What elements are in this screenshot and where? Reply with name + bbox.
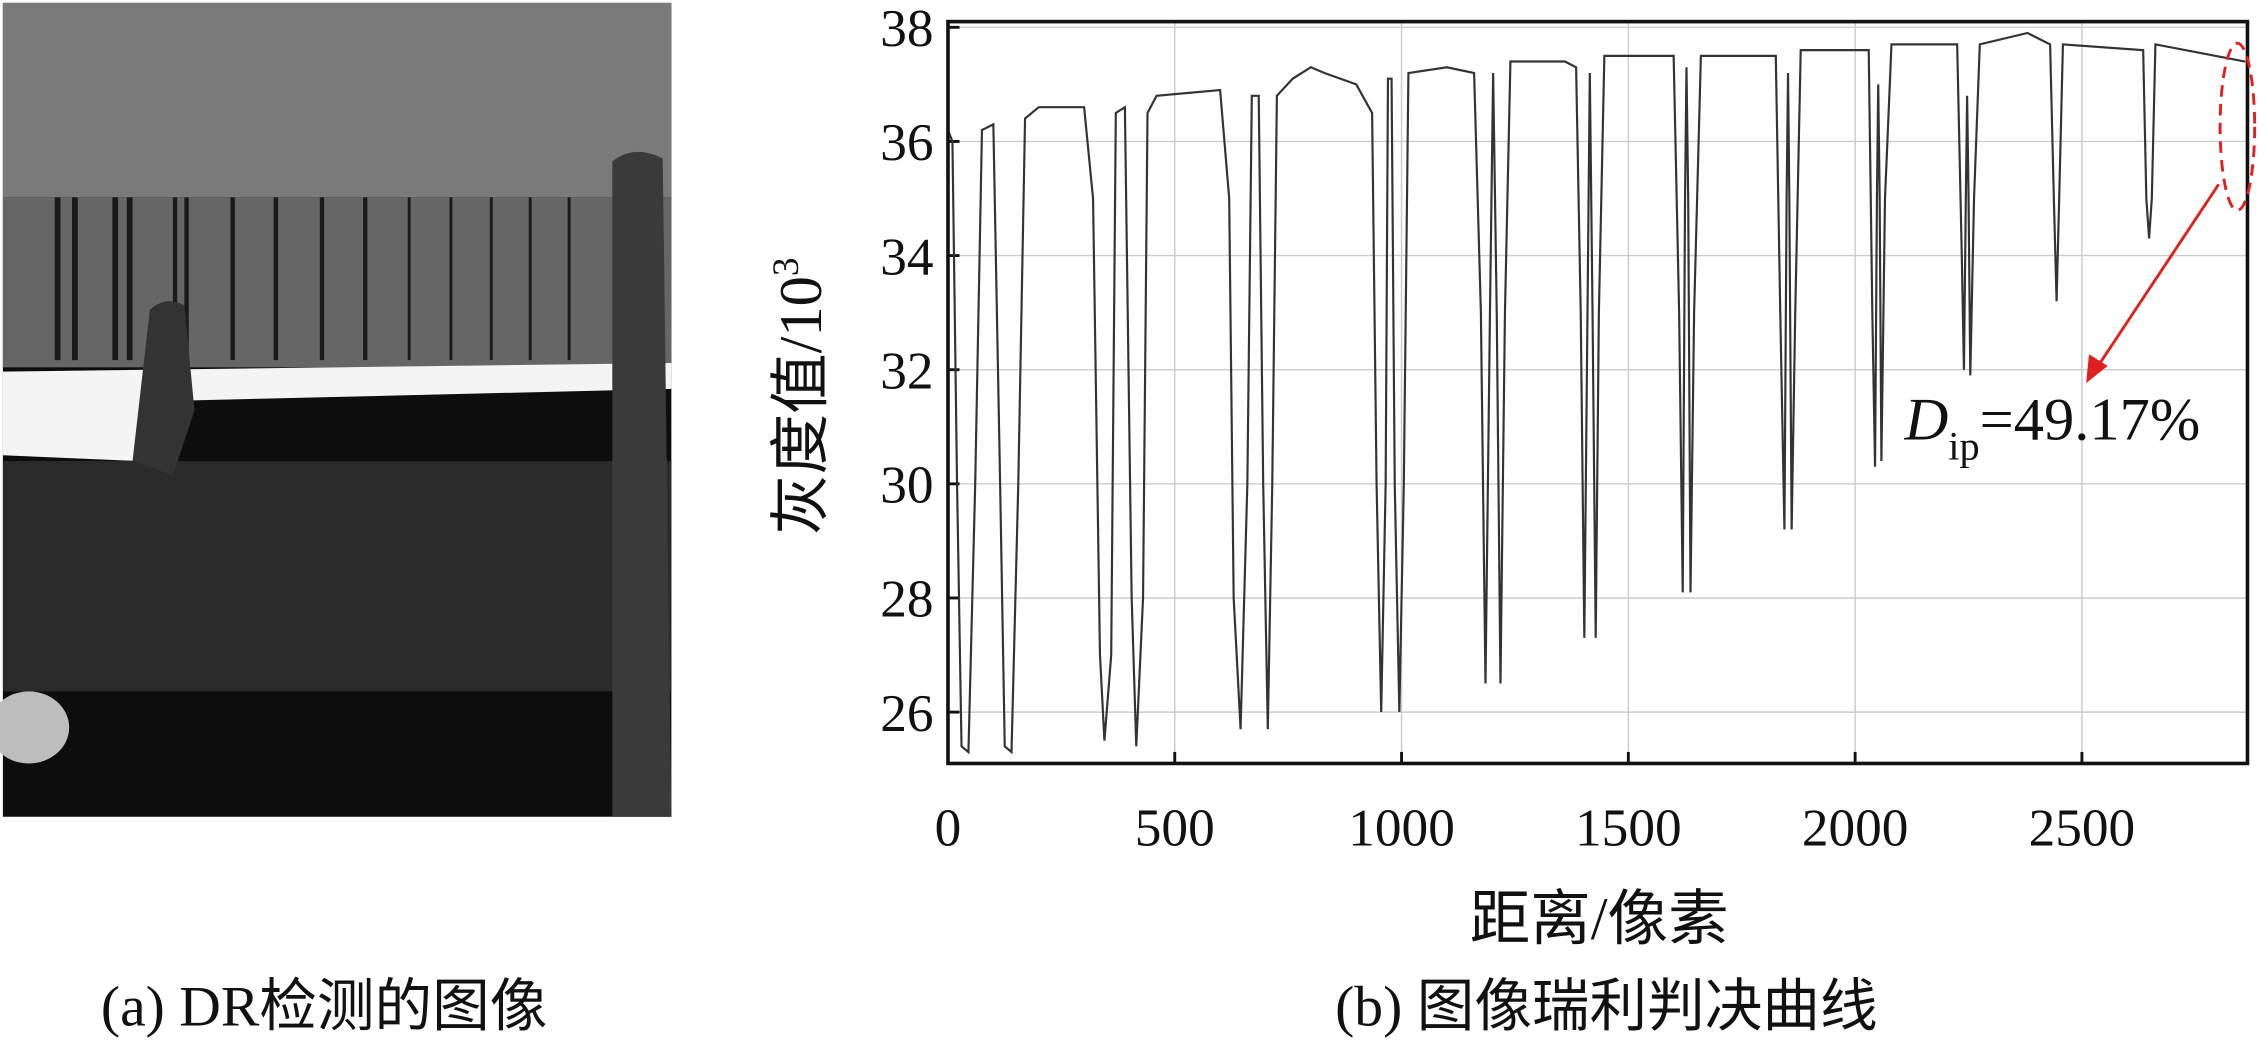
y-tick-label: 28 <box>880 570 933 629</box>
annotation-symbol: D <box>1904 386 1949 453</box>
arrow-head <box>2086 354 2108 384</box>
caption-b: (b) 图像瑞利判决曲线 <box>1335 976 1877 1039</box>
y-tick-label: 32 <box>880 341 933 400</box>
highlight-ellipse <box>2218 41 2257 212</box>
caption-a: (a) DR检测的图像 <box>101 976 547 1039</box>
y-axis-label: 灰度值/103 <box>766 257 835 535</box>
x-tick-label: 2000 <box>1802 799 1909 858</box>
x-tick-label: 2500 <box>2029 799 2136 858</box>
x-tick-label: 0 <box>935 799 962 858</box>
x-axis-label: 距离/像素 <box>1470 886 1729 953</box>
y-label-text: 灰度值/10 <box>768 276 835 535</box>
annotation: Dip=49.17% <box>1904 386 2201 468</box>
annotation-subscript: ip <box>1948 424 1979 469</box>
y-label-sup: 3 <box>766 257 807 276</box>
dr-image <box>0 2 672 817</box>
y-tick-label: 36 <box>880 113 933 172</box>
axes-frame <box>946 19 2250 766</box>
data-line <box>946 31 2246 755</box>
plot: 26 28 30 32 34 36 38 0 500 1000 1500 2000 2500 <box>880 0 2248 858</box>
x-tick-label: 500 <box>1135 799 1215 858</box>
x-tick-label: 1000 <box>1348 799 1455 858</box>
x-tick-label: 1500 <box>1575 799 1682 858</box>
y-tick-label: 30 <box>880 456 933 515</box>
arrow <box>2095 183 2220 370</box>
y-tick-label: 38 <box>880 0 933 58</box>
y-tick-label: 34 <box>880 227 933 286</box>
annotation-text: =49.17% <box>1980 386 2201 453</box>
y-tick-label: 26 <box>880 684 933 743</box>
